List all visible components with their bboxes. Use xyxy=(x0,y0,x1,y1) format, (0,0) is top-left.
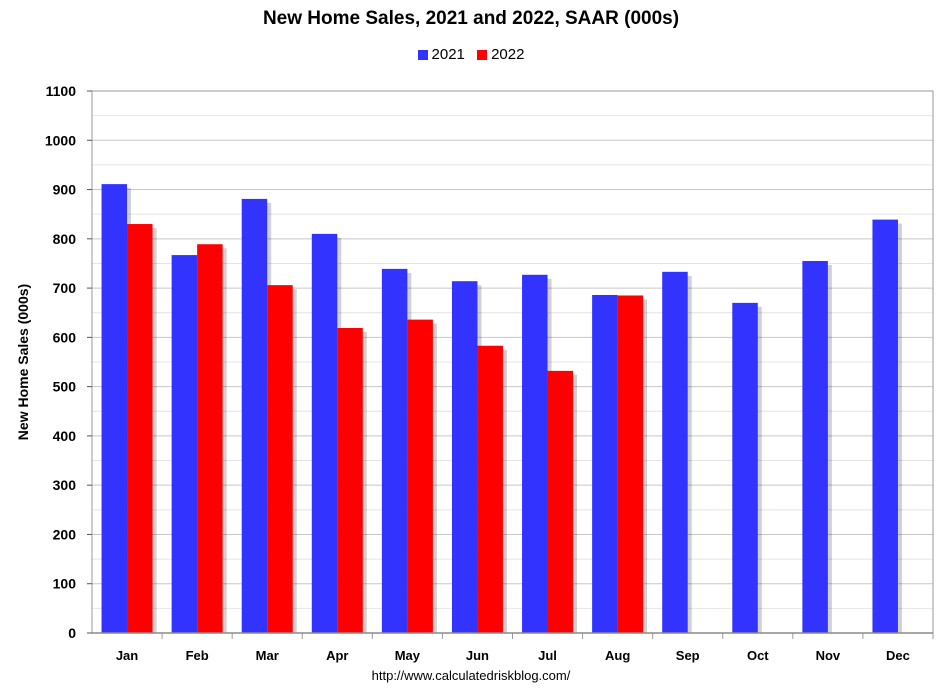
x-tick-label-jun: Jun xyxy=(466,648,489,663)
bar-2021-jul xyxy=(522,274,548,633)
legend-item-2021: 2021 xyxy=(417,46,465,63)
bar-2022-jan xyxy=(127,224,153,633)
legend-swatch-2022 xyxy=(477,49,488,60)
x-tick-label-dec: Dec xyxy=(886,648,910,663)
bar-2021-jan xyxy=(101,184,128,633)
y-tick-label: 900 xyxy=(53,182,77,198)
bar-2021-mar xyxy=(241,198,268,633)
bar-2021-dec xyxy=(872,219,898,634)
chart-legend: 2021 2022 xyxy=(0,46,942,64)
bar-2021-nov xyxy=(802,260,828,633)
x-tick-label-may: May xyxy=(395,648,421,663)
x-tick-label-aug: Aug xyxy=(605,648,630,663)
chart-title: New Home Sales, 2021 and 2022, SAAR (000… xyxy=(262,8,680,29)
x-tick-label-nov: Nov xyxy=(816,648,841,663)
x-tick-label-jul: Jul xyxy=(538,648,557,663)
bar-2021-oct xyxy=(732,302,758,633)
bar-2022-may xyxy=(407,319,433,633)
y-tick-label: 100 xyxy=(53,576,77,592)
bar-2021-jun xyxy=(451,281,478,633)
y-tick-label: 1000 xyxy=(45,132,76,148)
y-tick-label: 500 xyxy=(53,379,77,395)
y-tick-label: 600 xyxy=(53,329,77,345)
x-tick-label-feb: Feb xyxy=(186,648,209,663)
y-tick-label: 1100 xyxy=(46,83,77,99)
bar-2022-jul xyxy=(547,370,574,633)
y-tick-label: 200 xyxy=(53,526,77,542)
bar-2021-aug xyxy=(592,294,618,633)
y-tick-label: 800 xyxy=(53,231,77,247)
bar-2022-mar xyxy=(267,285,293,633)
legend-item-2022: 2022 xyxy=(477,46,524,63)
bar-2021-sep xyxy=(662,271,688,633)
x-tick-label-apr: Apr xyxy=(326,648,348,663)
bar-2022-jun xyxy=(477,345,503,633)
legend-label-2021: 2021 xyxy=(431,46,465,63)
x-tick-label-jan: Jan xyxy=(116,648,138,663)
y-tick-label: 300 xyxy=(53,477,77,493)
y-tick-label: 700 xyxy=(53,280,77,296)
y-tick-label: 400 xyxy=(53,428,77,444)
y-axis-label: New Home Sales (000s) xyxy=(15,284,31,440)
bar-2022-apr xyxy=(337,328,363,633)
bar-2021-apr xyxy=(311,233,338,633)
x-tick-label-mar: Mar xyxy=(256,648,279,663)
source-url: http://www.calculatedriskblog.com/ xyxy=(371,668,571,683)
bar-2021-feb xyxy=(171,255,198,633)
legend-label-2022: 2022 xyxy=(491,46,525,63)
y-tick-label: 0 xyxy=(68,625,76,641)
bar-2022-aug xyxy=(617,295,644,633)
x-tick-label-sep: Sep xyxy=(676,648,700,663)
x-tick-label-oct: Oct xyxy=(747,648,769,663)
bar-2021-may xyxy=(381,268,408,633)
bar-2022-feb xyxy=(197,244,223,634)
legend-swatch-2021 xyxy=(417,49,428,60)
